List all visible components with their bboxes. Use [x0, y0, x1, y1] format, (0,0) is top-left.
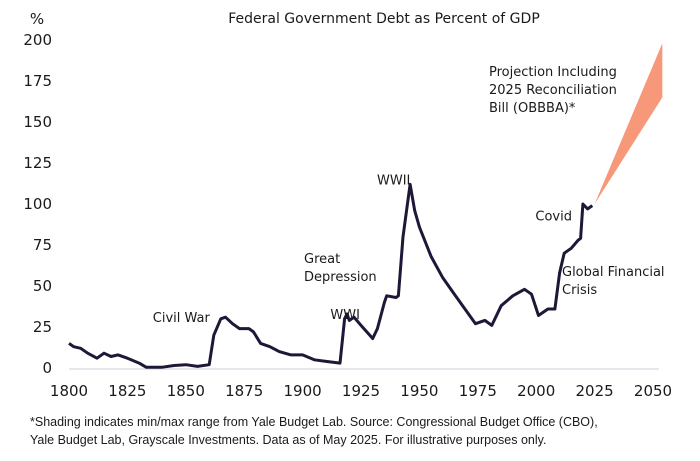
footnote-line-1: *Shading indicates min/max range from Ya…	[30, 415, 598, 429]
annotation-label: Covid	[535, 209, 572, 224]
y-tick-label: 75	[33, 236, 52, 254]
debt-line	[68, 182, 594, 369]
annotation-label: Bill (OBBBA)*	[489, 101, 576, 116]
x-tick-label: 1925	[342, 382, 380, 400]
y-tick-label: 175	[23, 72, 52, 90]
y-tick-label: 50	[33, 277, 52, 295]
y-tick-label: 25	[33, 318, 52, 336]
x-tick-label: 1825	[108, 382, 146, 400]
y-tick-label: 0	[42, 359, 52, 377]
annotation-label: Civil War	[153, 311, 211, 326]
y-tick-label: 100	[23, 195, 52, 213]
annotation-label: Great	[304, 252, 340, 267]
annotation-label: WWI	[330, 308, 360, 323]
annotation-label: WWII	[377, 173, 410, 188]
x-tick-label: 1850	[167, 382, 205, 400]
annotation-label: 2025 Reconciliation	[489, 83, 617, 98]
x-tick-label: 1875	[225, 382, 263, 400]
footnote-line-2: Yale Budget Lab, Grayscale Investments. …	[30, 433, 547, 447]
chart-title: Federal Government Debt as Percent of GD…	[228, 11, 540, 27]
annotation-label: Global Financial	[562, 265, 665, 280]
footnote: *Shading indicates min/max range from Ya…	[30, 413, 690, 449]
annotation-label: Depression	[304, 270, 377, 285]
debt-chart: Federal Government Debt as Percent of GD…	[23, 10, 672, 400]
x-tick-label: 1900	[284, 382, 322, 400]
annotation-label: Crisis	[562, 283, 597, 298]
x-tick-label: 2050	[634, 382, 672, 400]
x-tick-label: 1975	[459, 382, 497, 400]
y-tick-label: 150	[23, 113, 52, 131]
projection-band	[594, 43, 663, 204]
y-axis-label: %	[30, 10, 44, 28]
x-tick-label: 2025	[576, 382, 614, 400]
x-tick-label: 2000	[517, 382, 555, 400]
y-tick-label: 200	[23, 31, 52, 49]
annotation-label: Projection Including	[489, 65, 617, 80]
x-tick-label: 1950	[400, 382, 438, 400]
x-tick-label: 1800	[50, 382, 88, 400]
y-tick-label: 125	[23, 154, 52, 172]
